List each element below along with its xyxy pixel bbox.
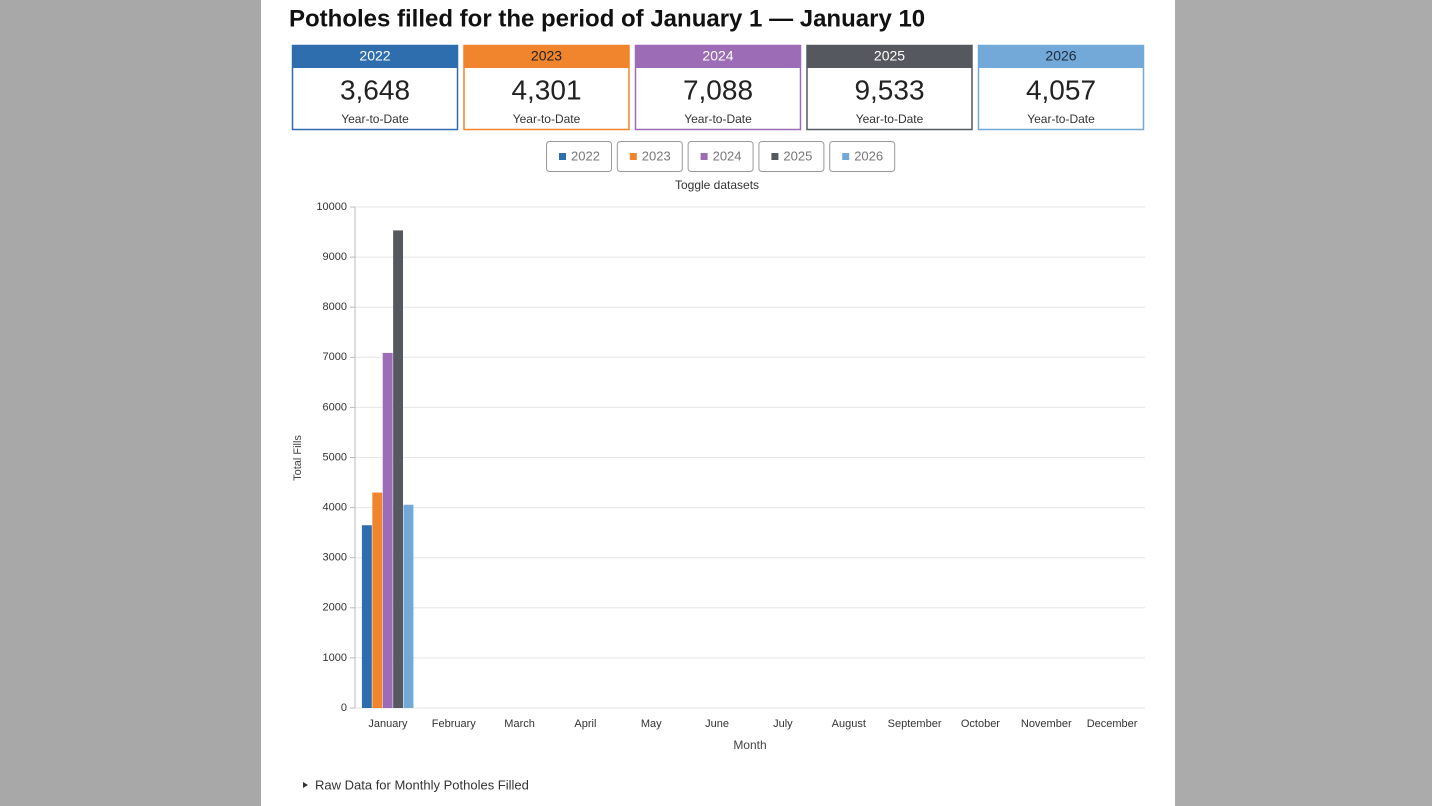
legend-swatch [771, 153, 779, 160]
x-tick-label: May [641, 718, 662, 730]
x-tick-label: September [888, 718, 942, 730]
card-year: 2024 [702, 48, 733, 64]
card-header [978, 45, 1144, 68]
card-header [806, 45, 973, 68]
blurred-background [0, 0, 261, 806]
card-header [292, 45, 458, 68]
y-tick-label: 6000 [323, 401, 347, 413]
legend-label[interactable]: 2025 [783, 148, 812, 163]
bar [393, 230, 404, 708]
x-tick-label: November [1021, 718, 1072, 730]
page-title: Potholes filled for the period of Januar… [289, 5, 925, 32]
y-tick-label: 2000 [323, 602, 347, 614]
x-tick-label: March [504, 718, 535, 730]
card-caption: Year-to-Date [684, 112, 752, 126]
y-tick-label: 8000 [323, 301, 347, 313]
x-tick-label: June [705, 718, 729, 730]
card-header [635, 45, 801, 68]
x-tick-label: April [574, 718, 596, 730]
legend-label[interactable]: 2024 [713, 148, 742, 163]
x-tick-label: August [832, 718, 866, 730]
y-tick-label: 0 [341, 702, 347, 714]
y-axis-label: Total Fills [292, 435, 304, 481]
legend-label[interactable]: 2022 [571, 148, 600, 163]
card-caption: Year-to-Date [513, 112, 581, 126]
card-caption: Year-to-Date [856, 112, 924, 126]
card-header [463, 45, 630, 68]
card-year: 2023 [531, 48, 562, 64]
toggle-label: Toggle datasets [675, 178, 759, 192]
x-tick-label: July [773, 718, 793, 730]
bar [361, 525, 372, 708]
x-tick-label: December [1087, 718, 1138, 730]
blurred-background [1175, 0, 1432, 806]
y-tick-label: 1000 [323, 652, 347, 664]
card-value: 7,088 [683, 74, 753, 105]
x-tick-label: October [961, 718, 1000, 730]
card-caption: Year-to-Date [1027, 112, 1095, 126]
card-year: 2026 [1045, 48, 1076, 64]
bar [382, 352, 393, 708]
legend-label[interactable]: 2026 [854, 148, 883, 163]
legend-toggle[interactable] [687, 141, 754, 172]
x-axis-label: Month [733, 738, 766, 752]
x-tick-label: January [368, 718, 408, 730]
y-tick-label: 10000 [316, 201, 347, 213]
card-value: 9,533 [854, 74, 924, 105]
bar [372, 492, 383, 708]
y-tick-label: 3000 [323, 552, 347, 564]
legend-swatch [629, 153, 637, 160]
disclosure-triangle[interactable] [303, 782, 308, 788]
y-tick-label: 5000 [323, 451, 347, 463]
x-tick-label: February [432, 718, 477, 730]
legend-label[interactable]: 2023 [642, 148, 671, 163]
card-caption: Year-to-Date [341, 112, 409, 126]
card-value: 4,057 [1026, 74, 1096, 105]
card-year: 2022 [359, 48, 390, 64]
legend-swatch [842, 153, 850, 160]
y-tick-label: 4000 [323, 502, 347, 514]
legend-toggle[interactable] [546, 141, 612, 172]
legend-toggle[interactable] [829, 141, 896, 172]
bar [403, 504, 414, 708]
details-summary[interactable]: Raw Data for Monthly Potholes Filled [315, 777, 529, 792]
card-value: 3,648 [340, 74, 410, 105]
card-year: 2025 [874, 48, 905, 64]
legend-swatch [559, 153, 566, 160]
card-value: 4,301 [511, 74, 581, 105]
legend-toggle[interactable] [758, 141, 825, 172]
legend-toggle[interactable] [616, 141, 683, 172]
y-tick-label: 7000 [323, 351, 347, 363]
legend-swatch [700, 153, 708, 160]
y-tick-label: 9000 [323, 251, 347, 263]
